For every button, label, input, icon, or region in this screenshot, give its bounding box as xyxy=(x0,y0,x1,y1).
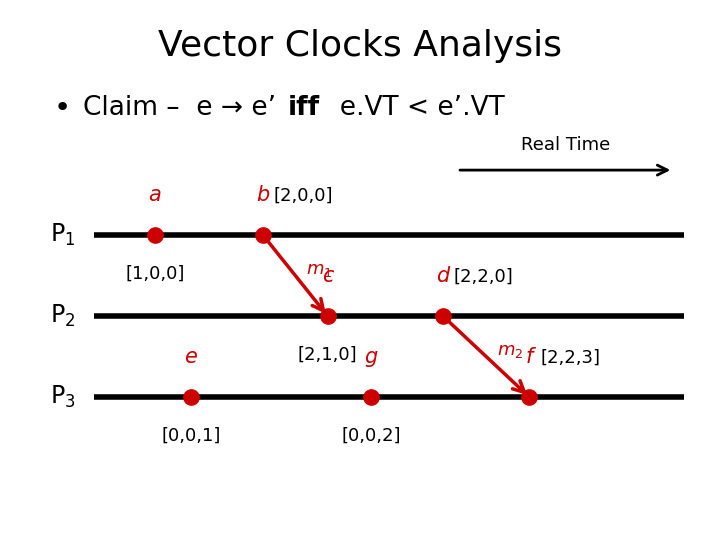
Text: [0,0,1]: [0,0,1] xyxy=(161,427,220,444)
Text: [2,1,0]: [2,1,0] xyxy=(298,346,357,363)
Text: [1,0,0]: [1,0,0] xyxy=(125,265,184,282)
Text: m$_2$: m$_2$ xyxy=(497,342,523,360)
Text: b: b xyxy=(256,185,269,205)
Text: e.VT < e’.VT: e.VT < e’.VT xyxy=(323,95,504,121)
Text: [2,2,0]: [2,2,0] xyxy=(454,268,513,286)
Text: c: c xyxy=(322,266,333,286)
Text: e: e xyxy=(184,347,197,367)
Text: Real Time: Real Time xyxy=(521,136,610,154)
Text: g: g xyxy=(364,347,377,367)
Text: •: • xyxy=(54,94,71,122)
Text: iff: iff xyxy=(288,95,320,121)
Text: [2,0,0]: [2,0,0] xyxy=(274,187,333,205)
Text: Claim –  e → e’: Claim – e → e’ xyxy=(83,95,284,121)
Text: Vector Clocks Analysis: Vector Clocks Analysis xyxy=(158,29,562,63)
Text: d: d xyxy=(436,266,449,286)
Text: P$_2$: P$_2$ xyxy=(50,303,76,329)
Text: P$_1$: P$_1$ xyxy=(50,222,76,248)
Text: P$_3$: P$_3$ xyxy=(50,384,76,410)
Text: m$_1$: m$_1$ xyxy=(306,261,333,279)
Text: [2,2,3]: [2,2,3] xyxy=(540,349,600,367)
Text: f: f xyxy=(526,347,533,367)
Text: a: a xyxy=(148,185,161,205)
Text: [0,0,2]: [0,0,2] xyxy=(341,427,400,444)
